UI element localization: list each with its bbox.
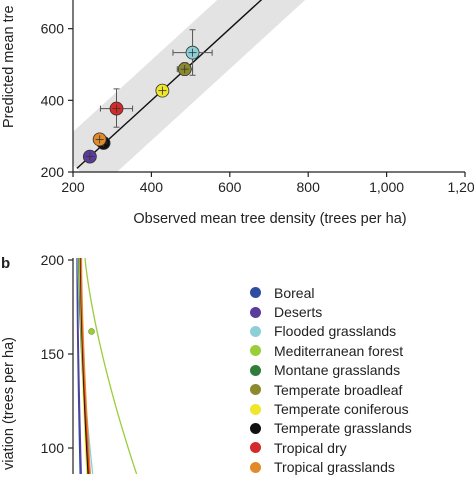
sd-curve [80, 258, 91, 474]
legend-swatch [250, 345, 261, 357]
x-tick-label: 800 [297, 179, 321, 195]
sd-curve [84, 258, 138, 474]
x-tick-label: 600 [218, 179, 242, 195]
panel-b: b 200 150 100 viation (trees per ha) [1, 252, 138, 474]
legend-swatch [250, 403, 261, 415]
sd-curves [76, 258, 138, 474]
legend-swatch [250, 306, 261, 318]
legend-label: Boreal [274, 284, 315, 301]
panel-b-y-axis-label: viation (trees per ha) [1, 337, 17, 470]
legend-label: Tropical grasslands [274, 459, 395, 476]
legend-label: Temperate coniferous [274, 401, 409, 418]
data-point [155, 83, 170, 98]
confidence-band [73, 0, 306, 172]
legend-label: Temperate grasslands [274, 420, 412, 437]
legend-item: Tropical grasslands [250, 458, 412, 477]
legend-swatch [250, 384, 261, 396]
y-tick-label: 150 [41, 346, 65, 362]
legend-label: Deserts [274, 304, 323, 321]
x-tick-label: 1,000 [369, 179, 404, 195]
legend-swatch [250, 422, 261, 434]
legend-swatch [250, 325, 261, 337]
legend-item: Temperate coniferous [250, 399, 412, 418]
legend-swatch [250, 364, 261, 376]
legend-item: Temperate broadleaf [250, 380, 412, 399]
legend-swatch [250, 461, 261, 473]
data-point [92, 132, 107, 147]
data-points [82, 29, 213, 164]
legend-item: Mediterranean forest [250, 341, 412, 360]
data-point [99, 88, 134, 128]
data-point [82, 149, 97, 164]
legend-item: Boreal [250, 283, 412, 302]
panel-b-y-ticks: 200 150 100 [41, 252, 73, 456]
panel-a-y-ticks: 200 400 600 [41, 21, 73, 180]
legend: Boreal Deserts Flooded grasslands Mediterra… [250, 283, 412, 477]
data-point [172, 29, 213, 76]
legend-label: Tropical dry [274, 439, 347, 456]
legend-item: Montane grasslands [250, 361, 412, 380]
y-tick-label: 200 [41, 164, 65, 180]
panel-a-x-ticks: 200 400 600 800 1,000 1,200 [61, 172, 474, 195]
legend-item: Temperate grasslands [250, 419, 412, 438]
legend-label: Mediterranean forest [274, 342, 404, 359]
y-tick-label: 200 [41, 252, 65, 268]
curve-marker [88, 328, 95, 335]
sd-curve [76, 258, 82, 474]
legend-item: Deserts [250, 302, 412, 321]
panel-a-plot-area [73, 0, 306, 172]
legend-label: Montane grasslands [274, 362, 401, 379]
y-tick-label: 100 [41, 440, 65, 456]
panel-a: 200 400 600 800 1,000 1,200 200 400 600 Observe… [1, 0, 474, 227]
x-tick-label: 400 [140, 179, 164, 195]
legend-swatch [250, 287, 261, 299]
legend-label: Temperate broadleaf [274, 381, 403, 398]
x-tick-label: 200 [61, 179, 85, 195]
legend-label: Flooded grasslands [274, 323, 397, 340]
panel-b-label: b [1, 255, 10, 272]
panel-b-plot-area [76, 258, 138, 474]
panel-a-y-axis-label: Predicted mean tre [1, 5, 17, 128]
y-tick-label: 600 [41, 21, 65, 37]
x-tick-label: 1,200 [447, 179, 474, 195]
legend-item: Flooded grasslands [250, 322, 412, 341]
legend-swatch [250, 442, 261, 454]
panel-a-x-axis-label: Observed mean tree density (trees per ha… [133, 211, 406, 227]
y-tick-label: 400 [41, 92, 65, 108]
legend-item: Tropical dry [250, 438, 412, 457]
